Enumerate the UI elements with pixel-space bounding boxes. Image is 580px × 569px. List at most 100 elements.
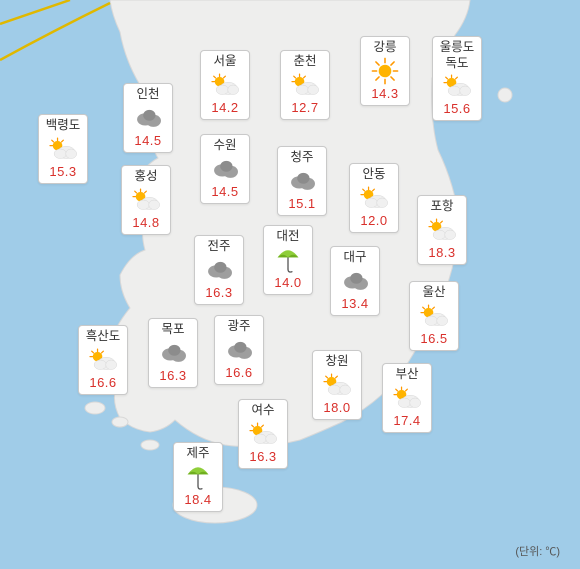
weather-map: 백령도 15.3 인천 14.5 서울	[0, 0, 580, 569]
city-card: 백령도 15.3	[38, 114, 88, 184]
city-name: 청주	[283, 150, 321, 166]
partly-cloudy-icon	[210, 72, 240, 98]
weather-icon	[286, 71, 324, 99]
city-temp: 14.2	[206, 100, 244, 115]
city-temp: 16.3	[154, 368, 192, 383]
city-temp: 16.3	[200, 285, 238, 300]
rain-icon	[275, 245, 301, 275]
city-card: 대구 13.4	[330, 246, 380, 316]
city-temp: 14.5	[206, 184, 244, 199]
weather-icon	[127, 186, 165, 214]
city-name: 대전	[269, 229, 307, 245]
cloudy-icon	[204, 258, 234, 282]
city-name: 여수	[244, 403, 282, 419]
city-temp: 16.3	[244, 449, 282, 464]
city-name: 서울	[206, 54, 244, 70]
unit-label: (단위: ℃)	[515, 543, 560, 559]
weather-icon	[283, 167, 321, 195]
city-card: 울릉도독도 15.6	[432, 36, 482, 121]
partly-cloudy-icon	[392, 385, 422, 411]
city-name: 목포	[154, 322, 192, 338]
city-temp: 14.5	[129, 133, 167, 148]
city-name: 울릉도독도	[438, 40, 476, 71]
partly-cloudy-icon	[290, 72, 320, 98]
city-card: 부산 17.4	[382, 363, 432, 433]
city-card: 여수 16.3	[238, 399, 288, 469]
city-temp: 16.5	[415, 331, 453, 346]
partly-cloudy-icon	[359, 185, 389, 211]
weather-icon	[388, 384, 426, 412]
city-name: 대구	[336, 250, 374, 266]
city-name: 백령도	[44, 118, 82, 134]
city-temp: 15.3	[44, 164, 82, 179]
partly-cloudy-icon	[442, 73, 472, 99]
city-name: 전주	[200, 239, 238, 255]
weather-icon	[244, 420, 282, 448]
cloudy-icon	[340, 269, 370, 293]
weather-icon	[438, 72, 476, 100]
cloudy-icon	[224, 338, 254, 362]
partly-cloudy-icon	[322, 372, 352, 398]
city-name: 포항	[423, 199, 461, 215]
city-name: 부산	[388, 367, 426, 383]
city-temp: 13.4	[336, 296, 374, 311]
city-name: 안동	[355, 167, 393, 183]
city-temp: 15.1	[283, 196, 321, 211]
cloudy-icon	[210, 157, 240, 181]
city-card: 전주 16.3	[194, 235, 244, 305]
city-temp: 16.6	[220, 365, 258, 380]
city-card: 광주 16.6	[214, 315, 264, 385]
weather-icon	[415, 302, 453, 330]
city-card: 창원 18.0	[312, 350, 362, 420]
city-temp: 14.8	[127, 215, 165, 230]
city-card: 홍성 14.8	[121, 165, 171, 235]
city-temp: 17.4	[388, 413, 426, 428]
weather-icon	[206, 71, 244, 99]
weather-icon	[44, 135, 82, 163]
city-card: 인천 14.5	[123, 83, 173, 153]
city-name: 창원	[318, 354, 356, 370]
city-temp: 16.6	[84, 375, 122, 390]
weather-icon	[154, 339, 192, 367]
city-temp: 14.0	[269, 275, 307, 290]
cloudy-icon	[158, 341, 188, 365]
partly-cloudy-icon	[131, 187, 161, 213]
city-name: 제주	[179, 446, 217, 462]
weather-icon	[220, 336, 258, 364]
partly-cloudy-icon	[427, 217, 457, 243]
city-name: 수원	[206, 138, 244, 154]
city-card: 강릉 14.3	[360, 36, 410, 106]
city-name: 강릉	[366, 40, 404, 56]
city-name: 광주	[220, 319, 258, 335]
weather-icon	[423, 216, 461, 244]
city-name: 춘천	[286, 54, 324, 70]
weather-icon	[355, 184, 393, 212]
weather-icon	[179, 463, 217, 491]
city-temp: 12.0	[355, 213, 393, 228]
city-card: 제주 18.4	[173, 442, 223, 512]
weather-icon	[336, 267, 374, 295]
cloudy-icon	[133, 106, 163, 130]
city-card: 포항 18.3	[417, 195, 467, 265]
city-card: 춘천 12.7	[280, 50, 330, 120]
city-card: 안동 12.0	[349, 163, 399, 233]
sunny-icon	[371, 57, 399, 85]
partly-cloudy-icon	[88, 347, 118, 373]
partly-cloudy-icon	[48, 136, 78, 162]
city-card: 대전 14.0	[263, 225, 313, 295]
weather-icon	[84, 346, 122, 374]
cloudy-icon	[287, 169, 317, 193]
weather-icon	[206, 155, 244, 183]
rain-icon	[185, 462, 211, 492]
weather-icon	[366, 57, 404, 85]
city-temp: 18.3	[423, 245, 461, 260]
city-card: 흑산도 16.6	[78, 325, 128, 395]
city-name: 울산	[415, 285, 453, 301]
city-card: 목포 16.3	[148, 318, 198, 388]
city-temp: 12.7	[286, 100, 324, 115]
city-temp: 18.0	[318, 400, 356, 415]
city-name: 홍성	[127, 169, 165, 185]
city-temp: 15.6	[438, 101, 476, 116]
partly-cloudy-icon	[248, 421, 278, 447]
partly-cloudy-icon	[419, 303, 449, 329]
